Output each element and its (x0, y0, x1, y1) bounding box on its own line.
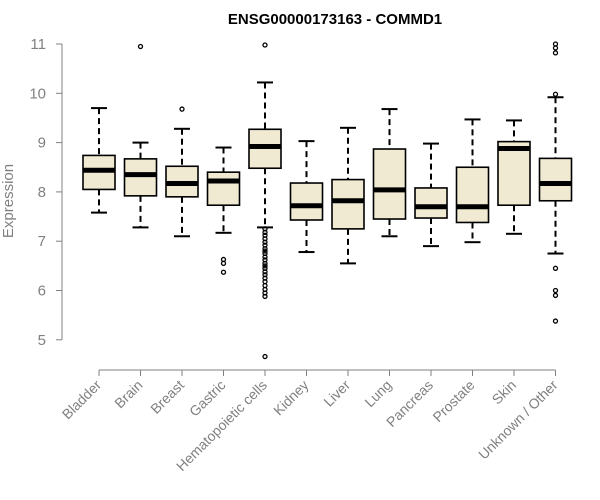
outlier-point (552, 318, 559, 324)
y-axis: 5 6 7 8 9 10 11 (29, 36, 63, 349)
iqr-box (331, 178, 365, 230)
box-gastric (206, 146, 241, 275)
y-tick-label: 8 (38, 184, 46, 201)
box-prostate (455, 118, 490, 244)
chart-title: ENSG00000173163 - COMMD1 (228, 11, 442, 28)
iqr-box (206, 171, 241, 207)
y-tick-label: 11 (30, 36, 46, 53)
box-brain (123, 43, 158, 229)
x-tick-label: Brain (111, 377, 145, 411)
iqr-box (123, 158, 158, 197)
x-tick-label: Liver (320, 377, 353, 410)
outlier-point (262, 293, 268, 300)
x-tick-label: Breast (147, 377, 187, 417)
boxes (82, 41, 573, 360)
outlier-point (262, 260, 268, 267)
y-axis-label: Expression (0, 164, 17, 238)
x-tick-label: Skin (489, 377, 520, 408)
x-tick-label: Lung (361, 377, 394, 410)
outlier-point (552, 265, 559, 271)
x-tick-label: Prostate (429, 377, 477, 425)
outlier-point (262, 239, 268, 245)
outlier-point (552, 292, 559, 299)
x-tick-label: Unknown / Other (475, 377, 561, 463)
outlier-point (262, 42, 268, 48)
outlier-point (262, 263, 268, 269)
outlier-point (179, 106, 185, 112)
outlier-point (262, 269, 268, 275)
box-breast (165, 106, 199, 238)
box-lung (372, 108, 407, 238)
y-tick-label: 10 (29, 85, 46, 102)
outlier-point (552, 91, 559, 97)
box-pancreas (414, 142, 448, 248)
y-tick-label: 6 (38, 283, 46, 300)
outlier-point (552, 50, 559, 56)
outlier-point (262, 248, 268, 254)
iqr-box (538, 157, 573, 202)
iqr-box (455, 166, 490, 224)
box-hematopoietic-cells (248, 42, 282, 360)
box-liver (331, 126, 365, 265)
outlier-point (220, 260, 227, 267)
iqr-box (497, 140, 531, 207)
outlier-point (262, 229, 268, 235)
y-tick-label: 9 (38, 135, 46, 152)
x-tick-label: Kidney (270, 377, 312, 419)
outlier-point (552, 287, 559, 294)
box-unknown-other (538, 41, 573, 324)
y-tick-label: 5 (38, 332, 46, 349)
x-tick-label: Bladder (59, 377, 105, 423)
box-skin (497, 119, 531, 235)
outlier-point (220, 269, 227, 275)
box-bladder (82, 107, 116, 214)
iqr-box (289, 182, 324, 221)
outlier-point (262, 353, 268, 360)
outlier-point (137, 43, 144, 50)
box-kidney (289, 140, 324, 254)
iqr-box (414, 187, 448, 219)
outlier-point (552, 45, 559, 51)
iqr-box (372, 148, 407, 220)
outlier-point (262, 254, 268, 260)
outlier-point (262, 245, 268, 252)
y-tick-label: 7 (38, 233, 46, 250)
